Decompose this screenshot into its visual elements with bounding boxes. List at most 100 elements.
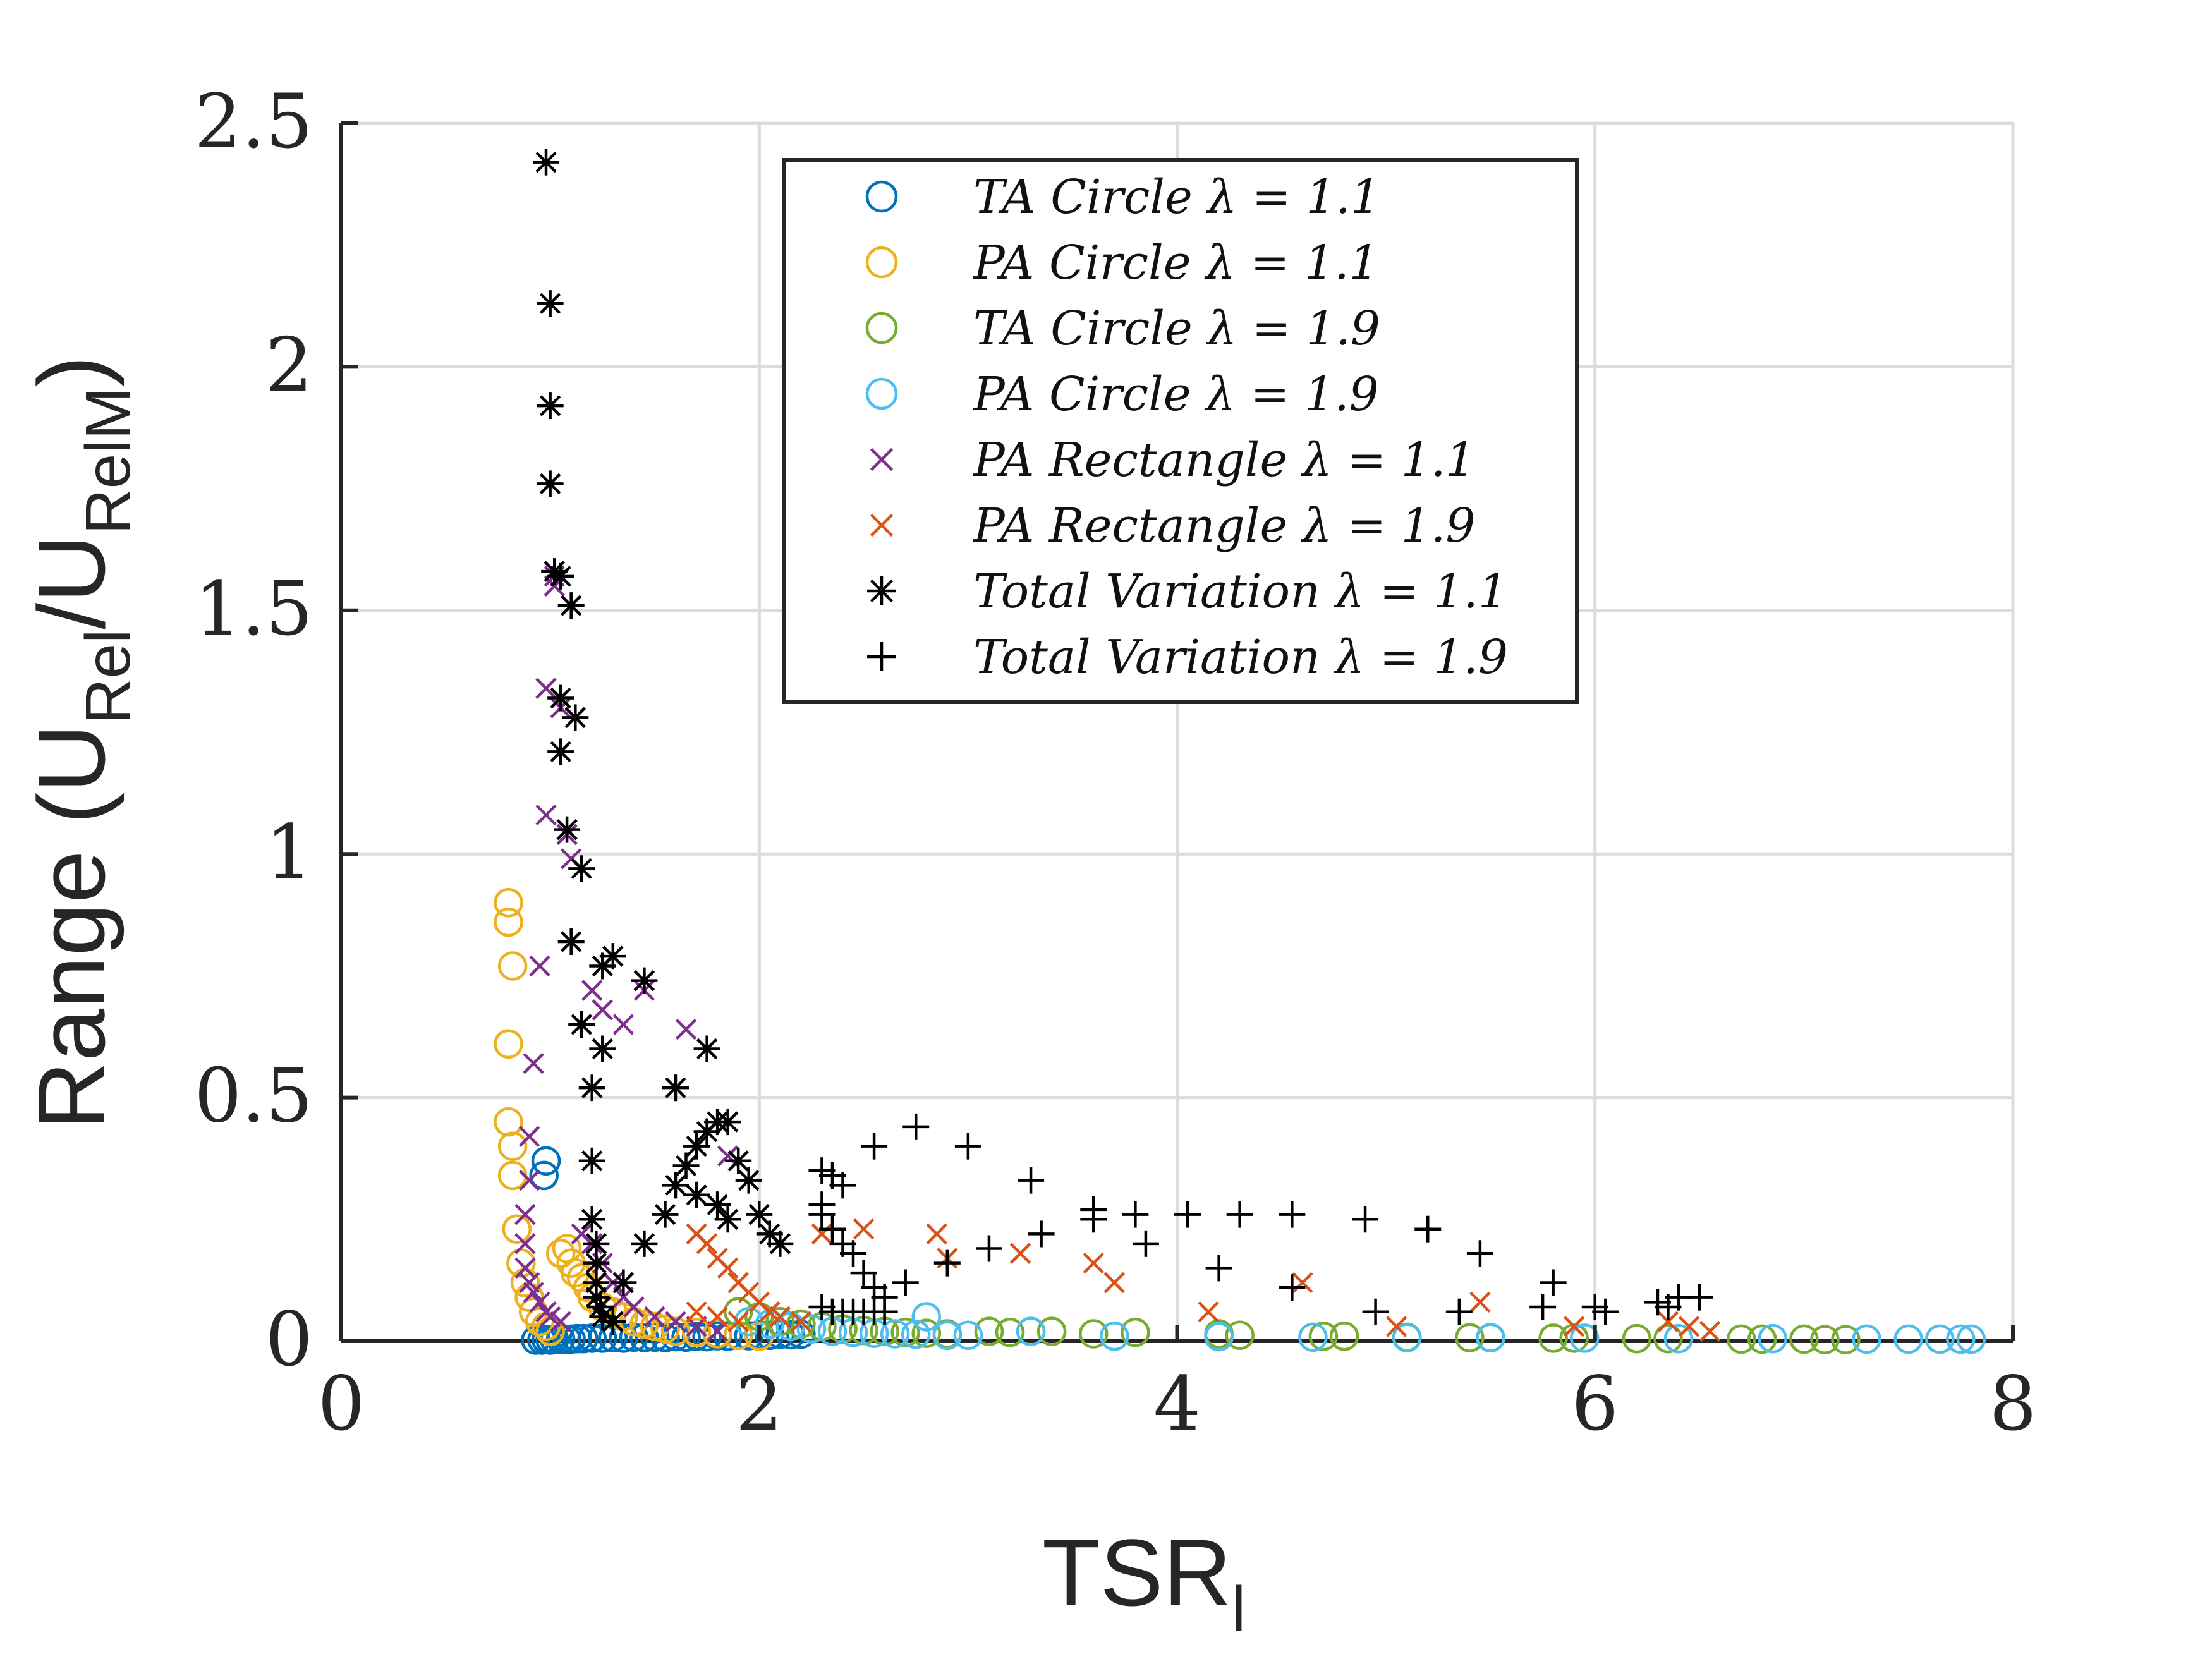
y-axis-label: Range (URel/URelM) <box>18 355 143 1129</box>
data-point <box>1122 1201 1149 1228</box>
data-point <box>1414 1215 1442 1243</box>
data-point <box>592 999 613 1021</box>
legend-item: PA Rectangle λ = 1.9 <box>870 499 1475 553</box>
data-point <box>840 1240 867 1267</box>
y-tick-label: 1 <box>265 808 313 896</box>
data-point <box>725 1147 752 1174</box>
data-point <box>870 513 894 537</box>
data-point <box>1308 1322 1339 1351</box>
data-point <box>662 1074 689 1102</box>
data-point <box>665 1311 686 1332</box>
data-point <box>974 1316 1004 1346</box>
data-point <box>681 1317 712 1347</box>
data-point <box>623 1296 645 1318</box>
data-point <box>775 1311 806 1342</box>
data-point <box>704 1191 731 1218</box>
data-point <box>537 470 564 497</box>
data-point <box>1592 1298 1619 1325</box>
data-point <box>727 1311 749 1332</box>
data-point <box>631 1230 658 1257</box>
data-point <box>995 1317 1025 1347</box>
data-point <box>589 1035 616 1062</box>
x-tick-label: 2 <box>736 1360 783 1447</box>
data-point <box>1018 1167 1045 1194</box>
data-point <box>1686 1284 1713 1311</box>
data-point <box>1469 1291 1491 1313</box>
data-point <box>545 1239 576 1268</box>
data-point <box>494 888 523 918</box>
data-point <box>554 816 581 843</box>
data-point <box>589 1303 616 1330</box>
data-point <box>1445 1298 1473 1325</box>
y-tick-label: 0.5 <box>194 1052 313 1139</box>
data-point <box>1810 1325 1840 1354</box>
data-point <box>497 951 528 981</box>
data-point <box>599 1308 626 1335</box>
data-point <box>537 392 564 420</box>
legend-label: PA Rectangle λ = 1.1 <box>972 433 1475 487</box>
data-point <box>790 1311 812 1332</box>
data-point <box>892 1269 919 1296</box>
y-tick-label: 2 <box>265 321 313 408</box>
data-point <box>568 1011 595 1038</box>
data-point <box>1466 1240 1493 1267</box>
data-point <box>599 943 626 970</box>
data-point <box>1298 1322 1328 1352</box>
data-point <box>497 1131 528 1161</box>
legend-item: PA Circle λ = 1.1 <box>865 236 1379 290</box>
data-point <box>1563 1316 1585 1337</box>
data-point <box>880 1319 910 1349</box>
data-point <box>1329 1322 1359 1351</box>
data-point <box>525 1306 555 1337</box>
data-point <box>1279 1201 1306 1228</box>
legend-label: PA Circle λ = 1.1 <box>972 236 1379 290</box>
data-point <box>1699 1320 1721 1342</box>
data-series <box>494 149 1986 1355</box>
data-point <box>1622 1323 1652 1354</box>
data-point <box>865 180 898 213</box>
data-point <box>1569 1323 1600 1353</box>
data-point <box>865 312 898 344</box>
series-6 <box>686 1218 1721 1342</box>
data-point <box>1476 1323 1505 1352</box>
data-point <box>523 1282 544 1303</box>
data-point <box>518 1169 540 1191</box>
data-point <box>547 738 574 765</box>
data-point <box>1956 1324 1986 1354</box>
data-point <box>707 1306 728 1328</box>
data-point <box>1581 1294 1608 1321</box>
data-point <box>767 1230 794 1257</box>
data-point <box>829 1172 856 1199</box>
data-point <box>954 1133 981 1160</box>
data-point <box>1747 1324 1777 1354</box>
data-point <box>890 1317 920 1347</box>
legend-item: Total Variation λ = 1.1 <box>867 564 1508 619</box>
legend: TA Circle λ = 1.1 PA Circle λ = 1.1 TA Cir… <box>782 158 1579 704</box>
data-point <box>1132 1230 1159 1257</box>
x-axis-label: TSRl <box>1042 1519 1246 1644</box>
data-point <box>547 684 574 712</box>
data-point <box>675 1018 697 1040</box>
data-point <box>518 1126 540 1147</box>
data-point <box>808 1201 836 1228</box>
data-point <box>796 1314 827 1344</box>
data-point <box>1009 1243 1031 1264</box>
data-point <box>523 1052 544 1074</box>
data-point <box>1204 1322 1234 1352</box>
data-point <box>610 1269 637 1296</box>
data-point <box>1946 1324 1976 1354</box>
data-point <box>557 592 585 619</box>
data-point <box>1644 1289 1671 1316</box>
data-point <box>660 1316 691 1346</box>
data-point <box>811 1223 833 1245</box>
data-point <box>1758 1323 1788 1354</box>
data-point <box>1279 1274 1306 1301</box>
data-point <box>547 562 574 590</box>
data-point <box>1036 1316 1067 1346</box>
data-point <box>1083 1252 1104 1274</box>
data-point <box>494 907 523 937</box>
data-point <box>514 1233 536 1255</box>
data-point <box>1925 1324 1955 1354</box>
data-point <box>808 1157 836 1184</box>
data-point <box>861 1133 888 1160</box>
